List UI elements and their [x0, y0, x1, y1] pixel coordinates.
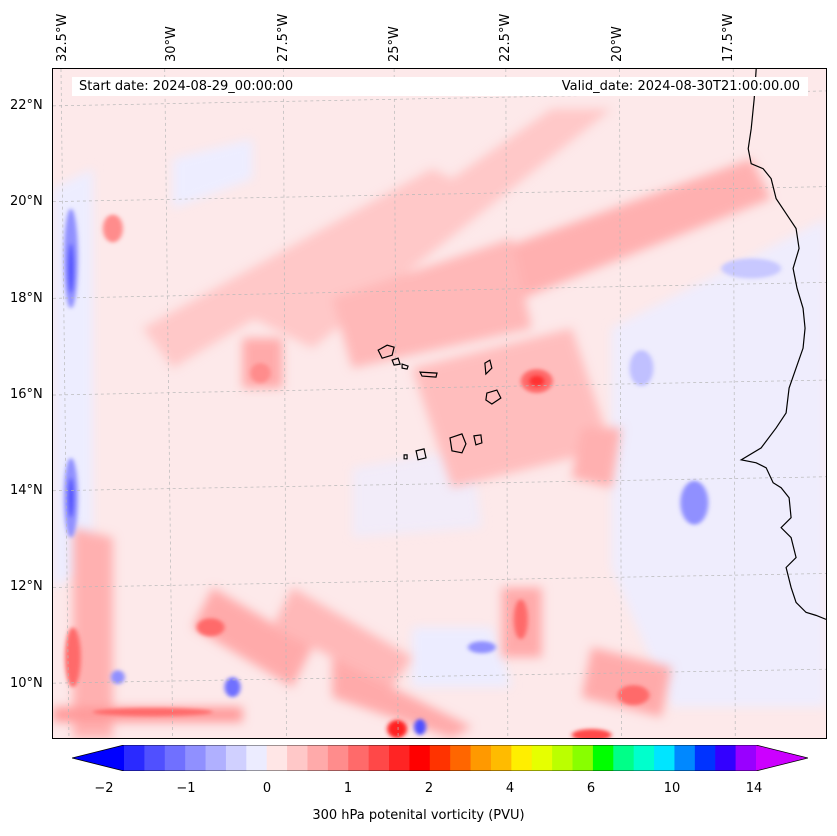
colorbar-cell: [633, 745, 655, 771]
colorbar-tick: 14: [745, 781, 763, 796]
colorbar-cell: [266, 745, 288, 771]
colorbar-extend-max: [756, 745, 808, 771]
high-pv-cores: [64, 214, 650, 738]
lon-label-20w: 20°W: [610, 26, 625, 62]
colorbar-cell: [531, 745, 553, 771]
lat-label-14n: 14°N: [10, 483, 43, 498]
lon-label-22-5w: 22.5°W: [498, 13, 513, 62]
colorbar-tick: 4: [505, 781, 515, 796]
date-info-bar: [72, 77, 808, 96]
colorbar-cell: [715, 745, 737, 771]
colorbar-cell: [327, 745, 349, 771]
colorbar-tick: −2: [94, 781, 114, 796]
lat-label-16n: 16°N: [10, 387, 43, 402]
colorbar-cell: [592, 745, 614, 771]
colorbar-cell: [735, 745, 757, 771]
colorbar: [72, 745, 808, 771]
lat-label-18n: 18°N: [10, 291, 43, 306]
negative-pv-cores: [63, 208, 782, 736]
colorbar-cell: [185, 745, 207, 771]
colorbar-cell: [225, 745, 247, 771]
colorbar-tick: 2: [424, 781, 434, 796]
colorbar-cell: [511, 745, 533, 771]
colorbar-cell: [124, 745, 145, 771]
colorbar-cell: [144, 745, 166, 771]
colorbar-cell: [307, 745, 329, 771]
colorbar-cell: [654, 745, 675, 771]
colorbar-cell: [552, 745, 574, 771]
lat-label-12n: 12°N: [10, 579, 43, 594]
colorbar-extend-min: [72, 745, 124, 771]
colorbar-cell: [674, 745, 696, 771]
colorbar-label: 300 hPa potenital vorticity (PVU): [312, 808, 525, 823]
colorbar-tick: 6: [586, 781, 596, 796]
colorbar-cell: [205, 745, 227, 771]
colorbar-cell: [348, 745, 370, 771]
colorbar-cell: [470, 745, 492, 771]
colorbar-tick: 0: [262, 781, 272, 796]
lon-label-32-5w: 32.5°W: [55, 13, 70, 62]
colorbar-cell: [389, 745, 410, 771]
moderate-pv-bands: [53, 108, 772, 738]
colorbar-cell: [490, 745, 512, 771]
lat-label-10n: 10°N: [10, 676, 43, 691]
colorbar-cell: [694, 745, 716, 771]
colorbar-cell: [572, 745, 594, 771]
colorbar-cell: [368, 745, 390, 771]
colorbar-cell: [429, 745, 451, 771]
gridlines: [53, 69, 826, 738]
colorbar-cell: [409, 745, 431, 771]
lon-label-30w: 30°W: [164, 26, 179, 62]
colorbar-cell: [613, 745, 635, 771]
colorbar-cells: [72, 745, 808, 771]
colorbar-cell: [164, 745, 186, 771]
lat-label-20n: 20°N: [10, 194, 43, 209]
colorbar-cell: [287, 745, 308, 771]
lon-label-17-5w: 17.5°W: [721, 13, 736, 62]
potential-vorticity-field: [53, 69, 826, 738]
lat-label-22n: 22°N: [10, 98, 43, 113]
coastline-west-africa: [739, 69, 826, 620]
valid-date: Valid_date: 2024-08-30T21:00:00.00: [561, 79, 800, 94]
lon-label-25w: 25°W: [387, 26, 402, 62]
colorbar-tick: 10: [663, 781, 681, 796]
colorbar-tick: 1: [343, 781, 353, 796]
colorbar-cell: [246, 745, 268, 771]
cape-verde-islands: [377, 344, 502, 461]
lon-label-27-5w: 27.5°W: [276, 13, 291, 62]
map-panel[interactable]: [52, 68, 827, 739]
colorbar-tick: −1: [176, 781, 196, 796]
start-date: Start date: 2024-08-29_00:00:00: [79, 79, 294, 94]
colorbar-cell: [450, 745, 472, 771]
